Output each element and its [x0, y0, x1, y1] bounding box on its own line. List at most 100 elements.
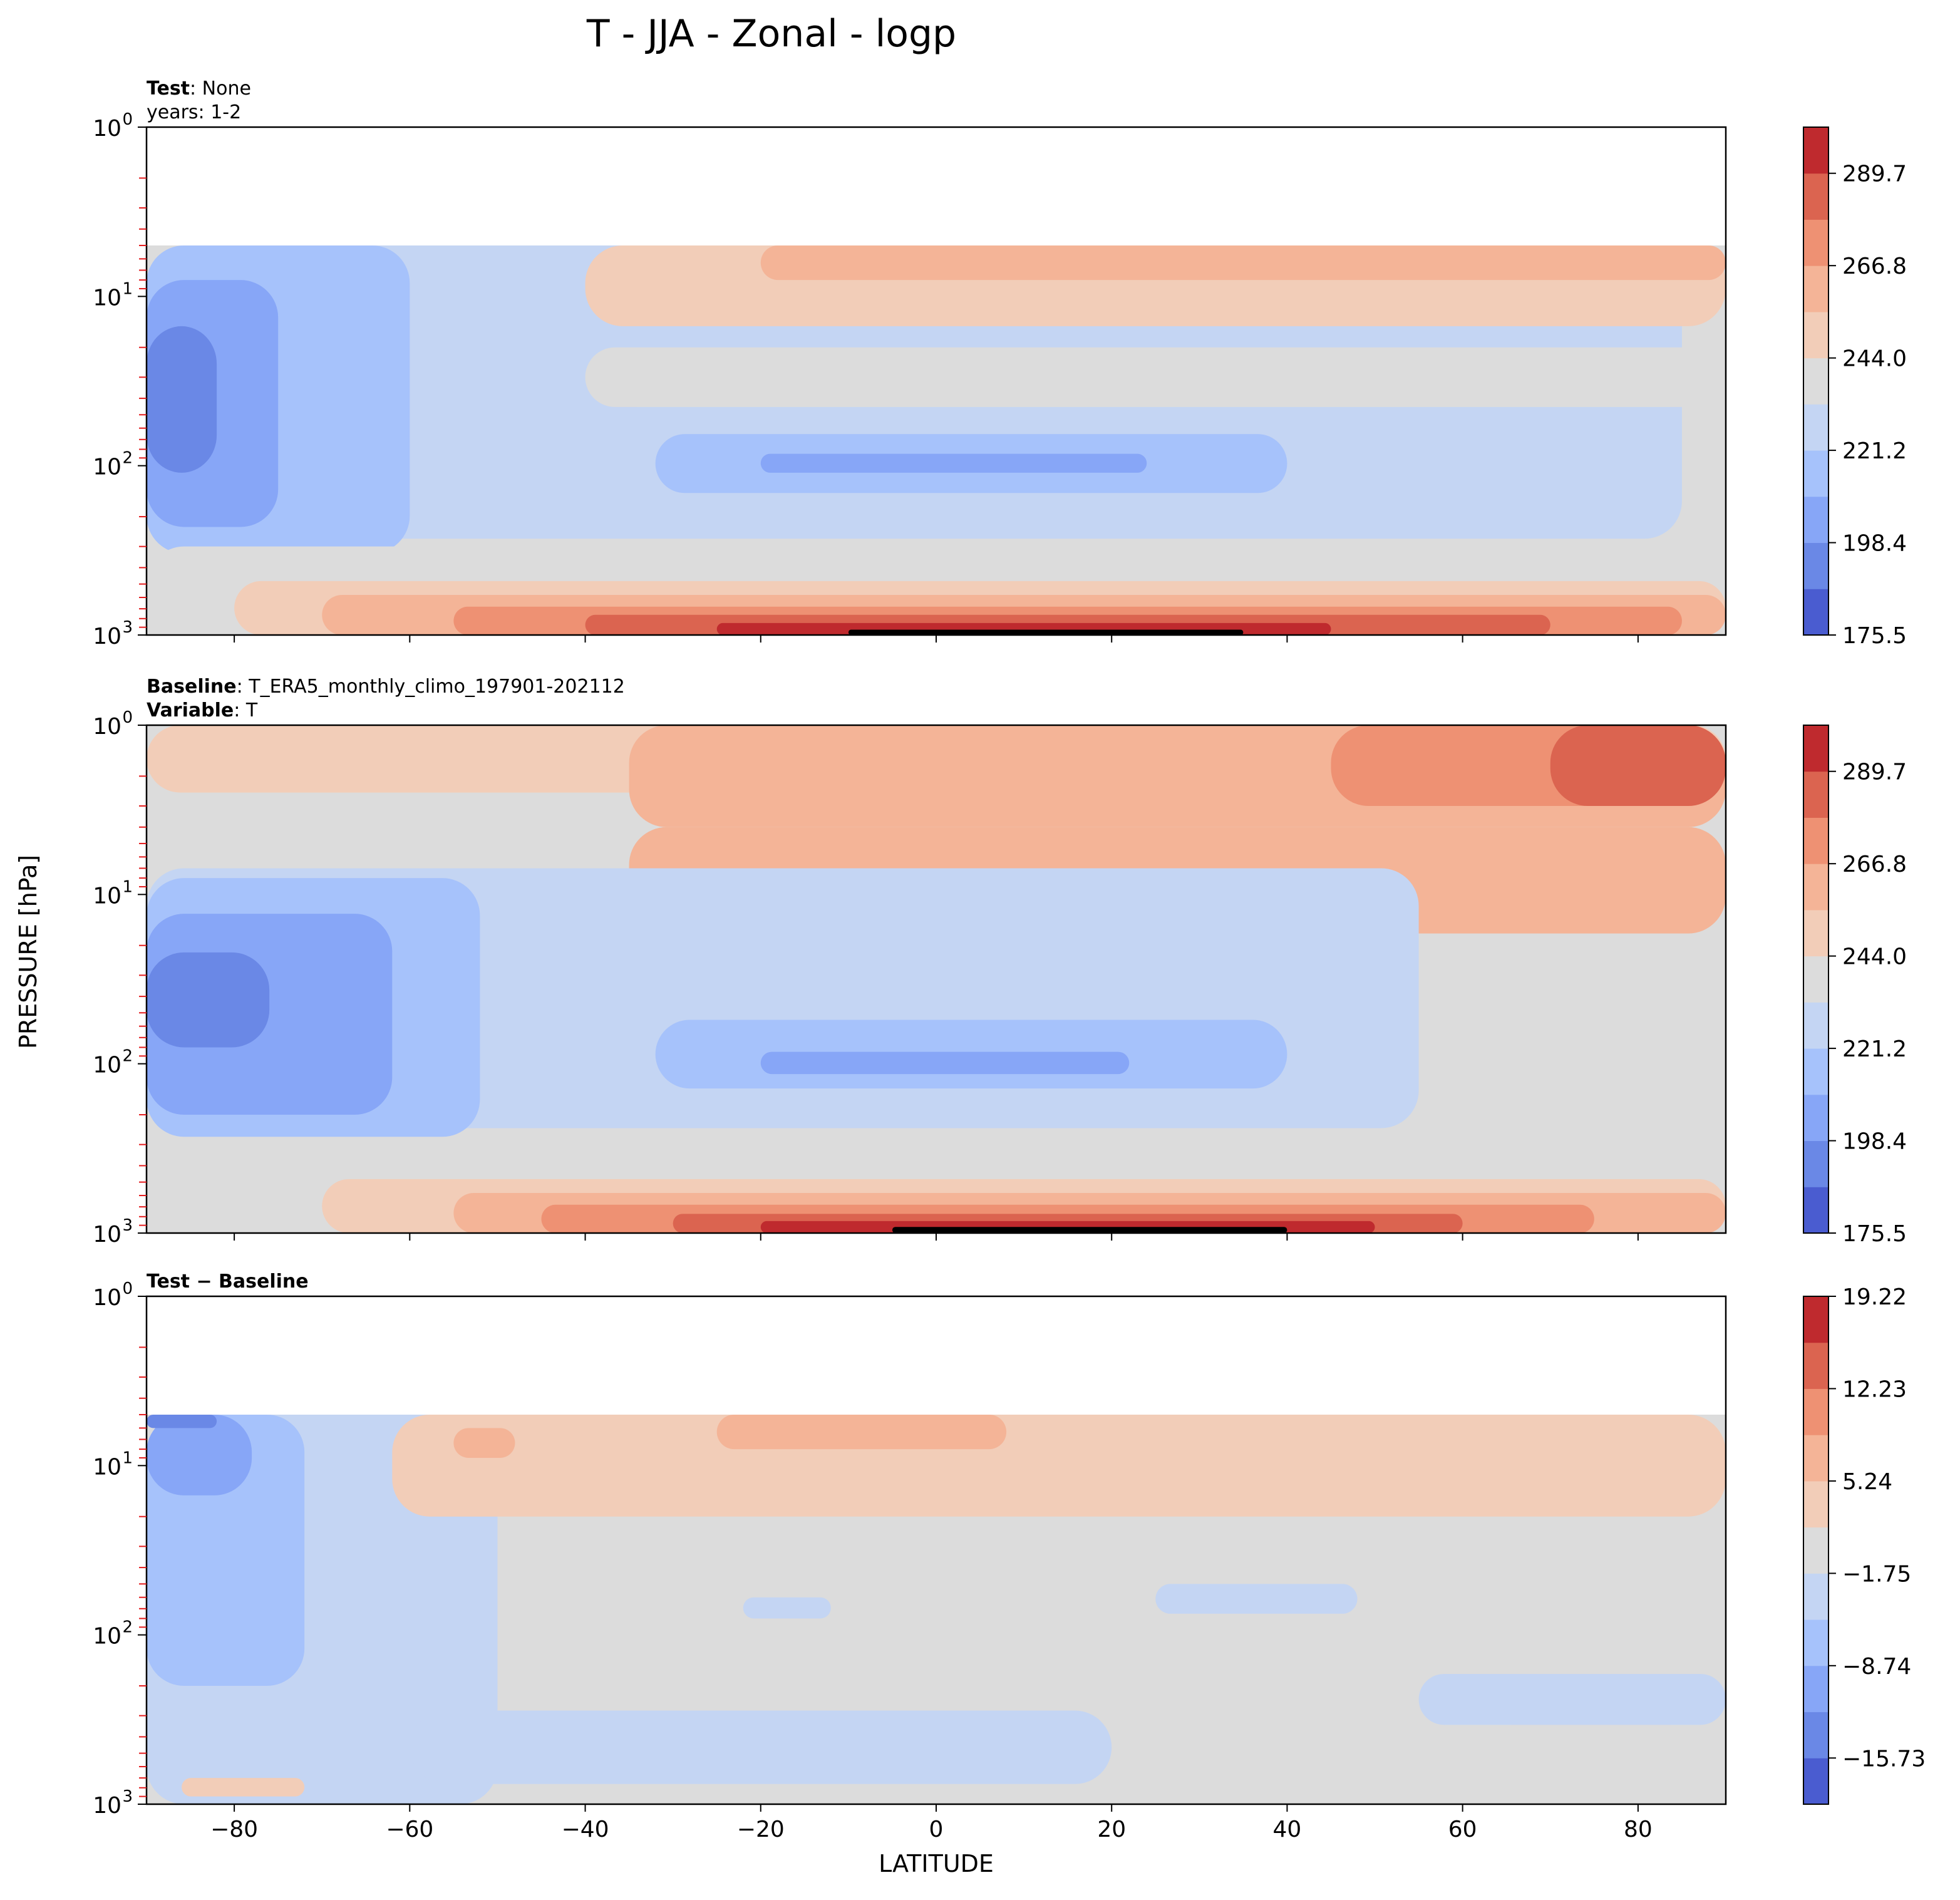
contour-region-10: [410, 1710, 1112, 1784]
contour-region-6: [716, 1414, 1007, 1450]
contour-field: [147, 245, 1726, 635]
contour-region-11: [760, 1051, 1130, 1075]
colorbar-tick-label: 289.7: [1842, 162, 1907, 187]
contour-region-11: [182, 1778, 305, 1797]
y-tick-exponent: 3: [122, 1216, 133, 1235]
y-axis-label: PRESSURE [hPa]: [14, 855, 42, 1049]
contour-region-4: [1550, 725, 1726, 806]
colorbar-segment: [1803, 1665, 1828, 1713]
colorbar-segment: [1803, 1002, 1828, 1049]
x-tick-label: −60: [386, 1817, 433, 1842]
y-tick-label: 10: [93, 1222, 121, 1247]
colorbar-tick-label: 5.24: [1842, 1469, 1892, 1495]
colorbar-segment: [1803, 542, 1828, 589]
y-tick-label: 10: [93, 1053, 121, 1078]
colorbar-segment: [1803, 725, 1828, 772]
panel-title-line: Baseline: T_ERA5_monthly_climo_197901-20…: [147, 676, 625, 698]
panel-title-line: Test: None: [147, 78, 251, 100]
x-tick-label: −40: [562, 1817, 609, 1842]
contour-region-9: [147, 952, 270, 1048]
contour-region-15: [848, 629, 1244, 635]
y-tick-label: 10: [93, 285, 121, 311]
colorbar: 175.5 198.4 221.2 244.0 266.8 289.7: [1803, 126, 1907, 649]
colorbar-segment: [1803, 311, 1828, 359]
colorbar-segment: [1803, 404, 1828, 451]
panel-title-text: : T: [234, 700, 258, 721]
colorbar-segment: [1803, 1140, 1828, 1187]
figure-title: T - JJA - Zonal - logp: [586, 12, 956, 56]
y-tick-exponent: 2: [122, 1618, 133, 1637]
panel-title-bold: Baseline: [147, 676, 237, 698]
contour-region-5: [760, 453, 1147, 473]
panel-title-text: years: 1-2: [147, 101, 241, 123]
x-tick-label: 40: [1273, 1817, 1302, 1842]
colorbar-tick-label: 221.2: [1842, 438, 1907, 464]
colorbar-frame: [1803, 1296, 1829, 1805]
contour-region-2: [147, 1414, 252, 1495]
colorbar-segment: [1803, 589, 1828, 636]
y-tick-label: 10: [93, 1285, 121, 1311]
colorbar-segment: [1803, 1480, 1828, 1528]
colorbar-tick-label: 244.0: [1842, 346, 1907, 372]
colorbar: 175.5 198.4 221.2 244.0 266.8 289.7: [1803, 725, 1907, 1247]
y-tick-label: 10: [93, 1793, 121, 1819]
y-tick-exponent: 2: [122, 449, 133, 468]
colorbar-segment: [1803, 1094, 1828, 1142]
y-tick-exponent: 3: [122, 1787, 133, 1806]
contour-region-8: [743, 1597, 831, 1619]
colorbar-tick-label: 221.2: [1842, 1036, 1907, 1062]
y-tick-exponent: 1: [122, 877, 133, 896]
colorbar-segment: [1803, 1296, 1828, 1343]
colorbar-segment: [1803, 1573, 1828, 1620]
colorbar-tick-label: 266.8: [1842, 852, 1907, 877]
colorbar-tick-label: 244.0: [1842, 944, 1907, 970]
colorbar-segment: [1803, 496, 1828, 544]
colorbar-segment: [1803, 1619, 1828, 1666]
contour-region-6: [585, 347, 1726, 407]
y-tick-label: 10: [93, 116, 121, 142]
colorbar-segment: [1803, 1187, 1828, 1234]
panel-title-line: Variable: T: [147, 700, 258, 721]
colorbar-segment: [1803, 864, 1828, 911]
panel-title-bold: Variable: [147, 700, 234, 721]
colorbar-tick-label: −1.75: [1842, 1561, 1911, 1587]
x-axis-label: LATITUDE: [879, 1850, 994, 1877]
colorbar-segment: [1803, 1435, 1828, 1482]
contour-field: [147, 725, 1726, 1233]
y-tick-exponent: 2: [122, 1047, 133, 1066]
contour-region-18: [892, 1227, 1287, 1233]
colorbar-tick-label: −8.74: [1842, 1654, 1911, 1680]
panel-title-bold: Test − Baseline: [147, 1271, 309, 1293]
colorbar-tick-label: 19.22: [1842, 1284, 1907, 1310]
colorbar-segment: [1803, 1388, 1828, 1435]
colorbar-segment: [1803, 173, 1828, 220]
contour-region-3: [147, 1414, 217, 1428]
colorbar-segment: [1803, 771, 1828, 818]
panel-title-line: Test − Baseline: [147, 1271, 309, 1293]
colorbar-segment: [1803, 1342, 1828, 1389]
colorbar-segment: [1803, 127, 1828, 174]
colorbar-segment: [1803, 358, 1828, 405]
panel-baseline: Baseline: T_ERA5_monthly_climo_197901-20…: [93, 676, 1907, 1247]
panel-title-text: : T_ERA5_monthly_climo_197901-202112: [237, 676, 625, 698]
colorbar: −15.73 −8.74 −1.75 5.24 12.23 19.22: [1803, 1284, 1926, 1805]
colorbar-tick-label: −15.73: [1842, 1746, 1926, 1772]
colorbar-tick-label: 198.4: [1842, 1129, 1907, 1155]
y-tick-exponent: 0: [122, 110, 133, 129]
contour-region-5: [453, 1428, 515, 1458]
colorbar-tick-label: 12.23: [1842, 1376, 1907, 1402]
x-tick-label: 20: [1097, 1817, 1126, 1842]
colorbar-segment: [1803, 1712, 1828, 1758]
panel-title-bold: Test: [147, 78, 190, 100]
y-tick-label: 10: [93, 714, 121, 740]
colorbar-tick-label: 198.4: [1842, 531, 1907, 557]
y-tick-exponent: 3: [122, 618, 133, 637]
panel-difference: Test − Baseline−80 −60 −40 −20 0 20 40 60 80LATI…: [93, 1271, 1926, 1877]
panel-title-line: years: 1-2: [147, 101, 241, 123]
x-tick-label: 80: [1624, 1817, 1653, 1842]
colorbar-segment: [1803, 266, 1828, 312]
y-tick-label: 10: [93, 883, 121, 909]
colorbar-segment: [1803, 450, 1828, 497]
